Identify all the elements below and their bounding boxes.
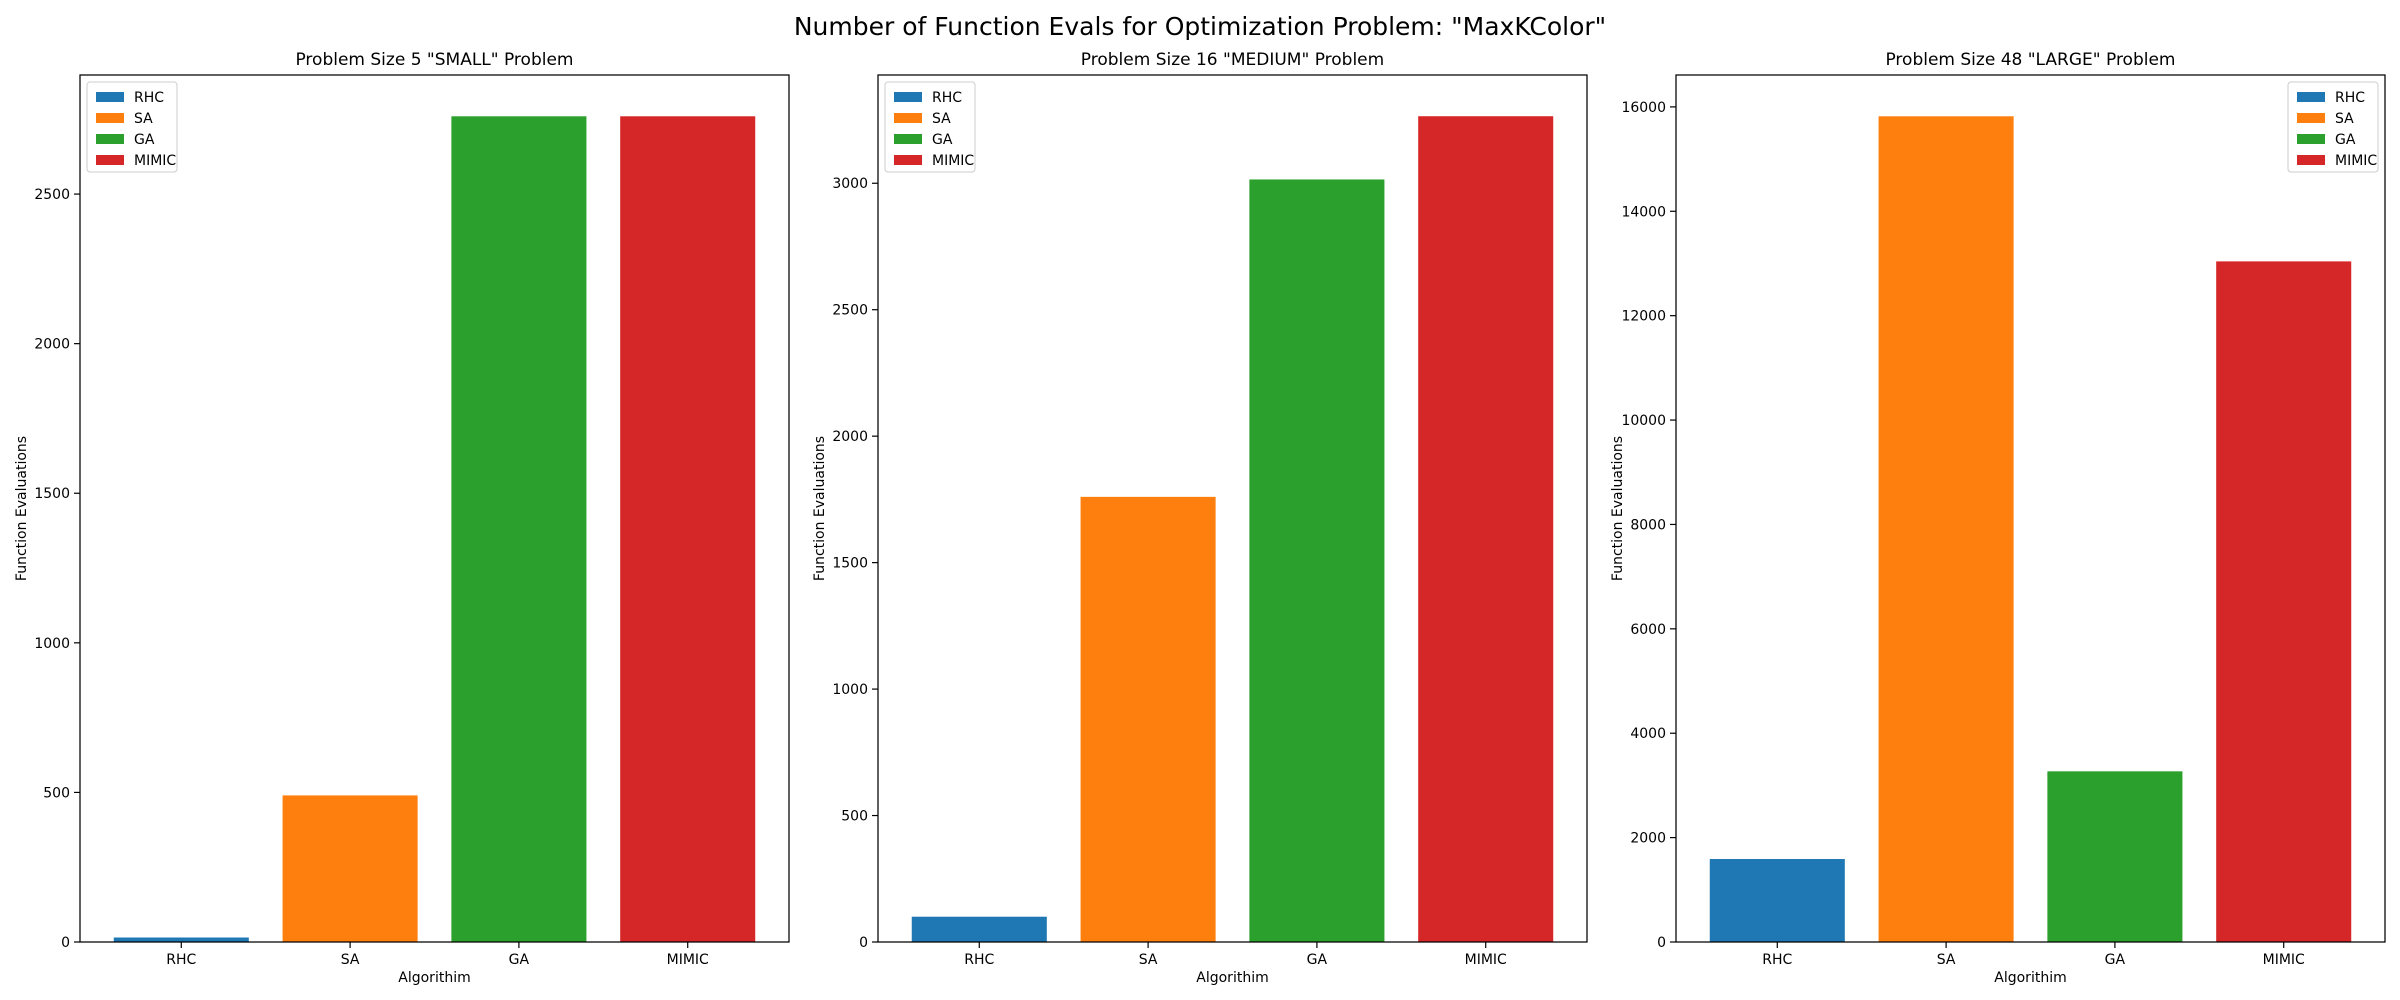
bar-rhc — [911, 916, 1047, 942]
x-axis-label: Algorithim — [1994, 970, 2066, 986]
legend-label-mimic: MIMIC — [134, 153, 176, 169]
x-axis-label: Algorithim — [398, 970, 470, 986]
legend-label-sa: SA — [134, 111, 153, 127]
legend-box — [86, 81, 178, 173]
x-tick-label: SA — [1937, 952, 1956, 968]
bar-ga — [2047, 771, 2183, 942]
legend-label-ga: GA — [2335, 132, 2356, 148]
legend-label-ga: GA — [932, 132, 953, 148]
legend-label-rhc: RHC — [134, 90, 164, 106]
x-tick-label: MIMIC — [2263, 952, 2305, 968]
bar-mimic — [1418, 116, 1554, 943]
y-tick-label: 1000 — [34, 636, 70, 652]
legend-label-sa: SA — [932, 111, 951, 127]
y-axis-label: Function Evaluations — [1610, 436, 1626, 581]
legend-swatch-sa — [894, 113, 922, 123]
y-tick-label: 10000 — [1621, 413, 1666, 429]
y-tick-label: 3000 — [832, 176, 868, 192]
bar-ga — [1249, 179, 1385, 943]
y-tick-label: 16000 — [1621, 100, 1666, 116]
legend-swatch-rhc — [894, 92, 922, 102]
bar-mimic — [620, 116, 756, 943]
y-tick-label: 14000 — [1621, 204, 1666, 220]
legend-swatch-rhc — [2297, 92, 2325, 102]
y-tick-label: 12000 — [1621, 309, 1666, 325]
bar-mimic — [2216, 261, 2352, 942]
y-tick-label: 500 — [841, 809, 868, 825]
x-tick-label: MIMIC — [1465, 952, 1507, 968]
x-tick-label: RHC — [964, 952, 994, 968]
x-tick-label: MIMIC — [667, 952, 709, 968]
y-tick-label: 0 — [859, 935, 868, 951]
y-tick-label: 4000 — [1630, 726, 1666, 742]
bar-sa — [1878, 116, 2014, 943]
legend-box — [884, 81, 976, 173]
bar-rhc — [1709, 859, 1845, 942]
y-tick-label: 2000 — [34, 337, 70, 353]
legend-swatch-rhc — [96, 92, 124, 102]
x-tick-label: SA — [1139, 952, 1158, 968]
y-tick-label: 500 — [43, 785, 70, 801]
legend: RHC SA GA MIMIC — [884, 81, 976, 173]
x-tick-label: RHC — [1762, 952, 1792, 968]
legend-label-rhc: RHC — [2335, 90, 2365, 106]
axes-frame — [1675, 74, 2386, 943]
x-axis-label: Algorithim — [1196, 970, 1268, 986]
axes-frame — [79, 74, 790, 943]
legend-box — [2287, 81, 2379, 173]
x-tick-label: RHC — [166, 952, 196, 968]
y-tick-label: 1000 — [832, 682, 868, 698]
legend-label-mimic: MIMIC — [932, 153, 974, 169]
y-tick-label: 6000 — [1630, 622, 1666, 638]
x-tick-label: GA — [509, 952, 530, 968]
y-tick-label: 2500 — [34, 187, 70, 203]
chart-title: Problem Size 48 "LARGE" Problem — [1885, 50, 2175, 70]
chart-panel-2: 0 500 1000 1500 2000 2500 3000 RHC SA GA MIMIC Prob… — [812, 50, 1588, 986]
x-tick-label: GA — [1307, 952, 1328, 968]
y-tick-label: 0 — [1657, 935, 1666, 951]
legend-swatch-ga — [2297, 134, 2325, 144]
y-tick-label: 1500 — [832, 556, 868, 572]
x-tick-label: SA — [341, 952, 360, 968]
y-tick-label: 1500 — [34, 486, 70, 502]
bar-sa — [282, 795, 418, 942]
legend-swatch-ga — [96, 134, 124, 144]
legend-label-ga: GA — [134, 132, 155, 148]
legend: RHC SA GA MIMIC — [2287, 81, 2379, 173]
legend-swatch-mimic — [2297, 155, 2325, 165]
legend: RHC SA GA MIMIC — [86, 81, 178, 173]
y-tick-label: 8000 — [1630, 517, 1666, 533]
legend-swatch-sa — [96, 113, 124, 123]
chart-panel-3: 0 2000 4000 6000 8000 10000 12000 14000 16000 RHC… — [1610, 50, 2386, 986]
legend-swatch-mimic — [894, 155, 922, 165]
bar-ga — [451, 116, 587, 943]
bar-sa — [1080, 496, 1216, 942]
legend-label-rhc: RHC — [932, 90, 962, 106]
legend-label-mimic: MIMIC — [2335, 153, 2377, 169]
axes-frame — [877, 74, 1588, 943]
y-axis-label: Function Evaluations — [812, 436, 828, 581]
chart-panel-1: 0 500 1000 1500 2000 2500 RHC SA GA MIMIC Problem … — [14, 50, 790, 986]
y-tick-label: 2000 — [1630, 831, 1666, 847]
chart-title: Problem Size 5 "SMALL" Problem — [295, 50, 573, 70]
x-tick-label: GA — [2105, 952, 2126, 968]
legend-swatch-ga — [894, 134, 922, 144]
legend-swatch-sa — [2297, 113, 2325, 123]
y-axis-label: Function Evaluations — [14, 436, 30, 581]
bar-rhc — [113, 937, 249, 942]
legend-swatch-mimic — [96, 155, 124, 165]
figure-suptitle: Number of Function Evals for Optimizatio… — [793, 12, 1607, 41]
y-tick-label: 0 — [61, 935, 70, 951]
chart-title: Problem Size 16 "MEDIUM" Problem — [1081, 50, 1384, 70]
legend-label-sa: SA — [2335, 111, 2354, 127]
y-tick-label: 2500 — [832, 303, 868, 319]
y-tick-label: 2000 — [832, 429, 868, 445]
